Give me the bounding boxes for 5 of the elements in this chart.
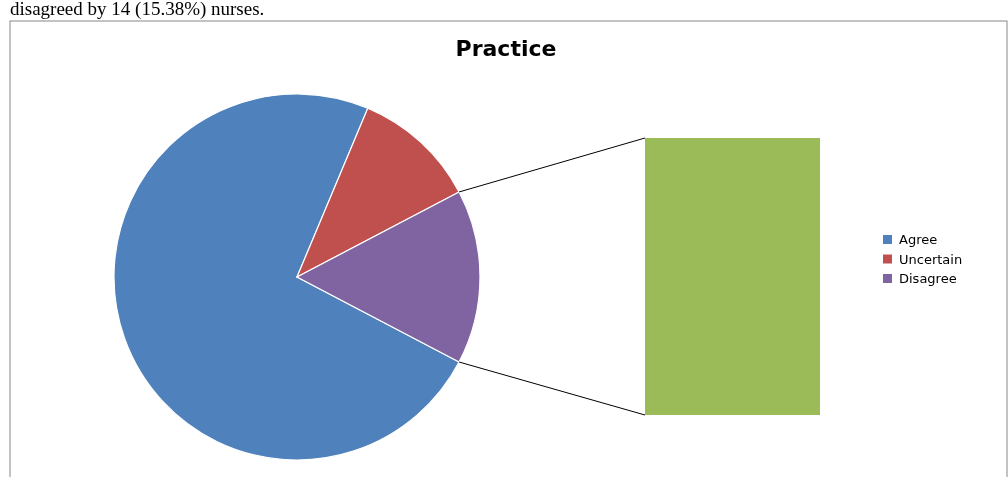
legend-label: Uncertain bbox=[899, 251, 963, 267]
text: disagreed by 14 (15.38%) nurses. bbox=[10, 0, 265, 20]
chart-title: Practice bbox=[455, 36, 557, 61]
legend-label: Disagree bbox=[899, 271, 957, 286]
legend-label: Agree bbox=[899, 232, 938, 247]
